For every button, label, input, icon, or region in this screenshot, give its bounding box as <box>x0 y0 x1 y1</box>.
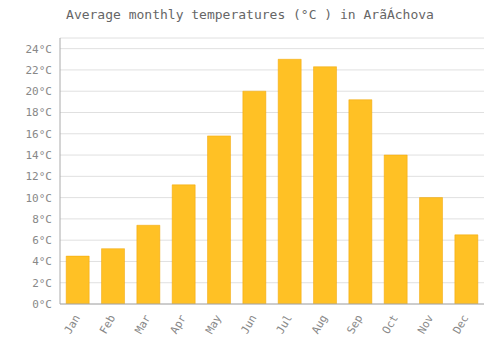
svg-text:18°C: 18°C <box>26 106 53 119</box>
svg-text:Oct: Oct <box>380 313 401 337</box>
svg-text:Apr: Apr <box>168 312 189 336</box>
svg-text:Mar: Mar <box>132 312 153 336</box>
svg-text:12°C: 12°C <box>26 170 53 183</box>
svg-text:Sep: Sep <box>344 313 365 337</box>
svg-text:22°C: 22°C <box>26 64 53 77</box>
html-text:Average monthly temperatures (: Average monthly temperatures (°C ) in Ar… <box>66 7 434 22</box>
svg-text:Jul: Jul <box>274 313 295 337</box>
svg-text:0°C: 0°C <box>32 298 52 311</box>
svg-text:Jun: Jun <box>238 313 259 337</box>
svg-text:Feb: Feb <box>97 313 118 337</box>
svg-text:14°C: 14°C <box>26 149 53 162</box>
svg-text:4°C: 4°C <box>32 255 52 268</box>
svg-text:Aug: Aug <box>309 313 330 337</box>
svg-text:8°C: 8°C <box>32 213 52 226</box>
svg-text:May: May <box>203 312 224 336</box>
svg-text:Dec: Dec <box>450 313 471 337</box>
svg-text:10°C: 10°C <box>26 192 53 205</box>
svg-text:Jan: Jan <box>62 313 83 337</box>
svg-text:6°C: 6°C <box>32 234 52 247</box>
svg-text:Nov: Nov <box>415 312 436 336</box>
svg-text:2°C: 2°C <box>32 277 52 290</box>
svg-text:24°C: 24°C <box>26 43 53 56</box>
svg-text:20°C: 20°C <box>26 85 53 98</box>
svg-text:16°C: 16°C <box>26 128 53 141</box>
